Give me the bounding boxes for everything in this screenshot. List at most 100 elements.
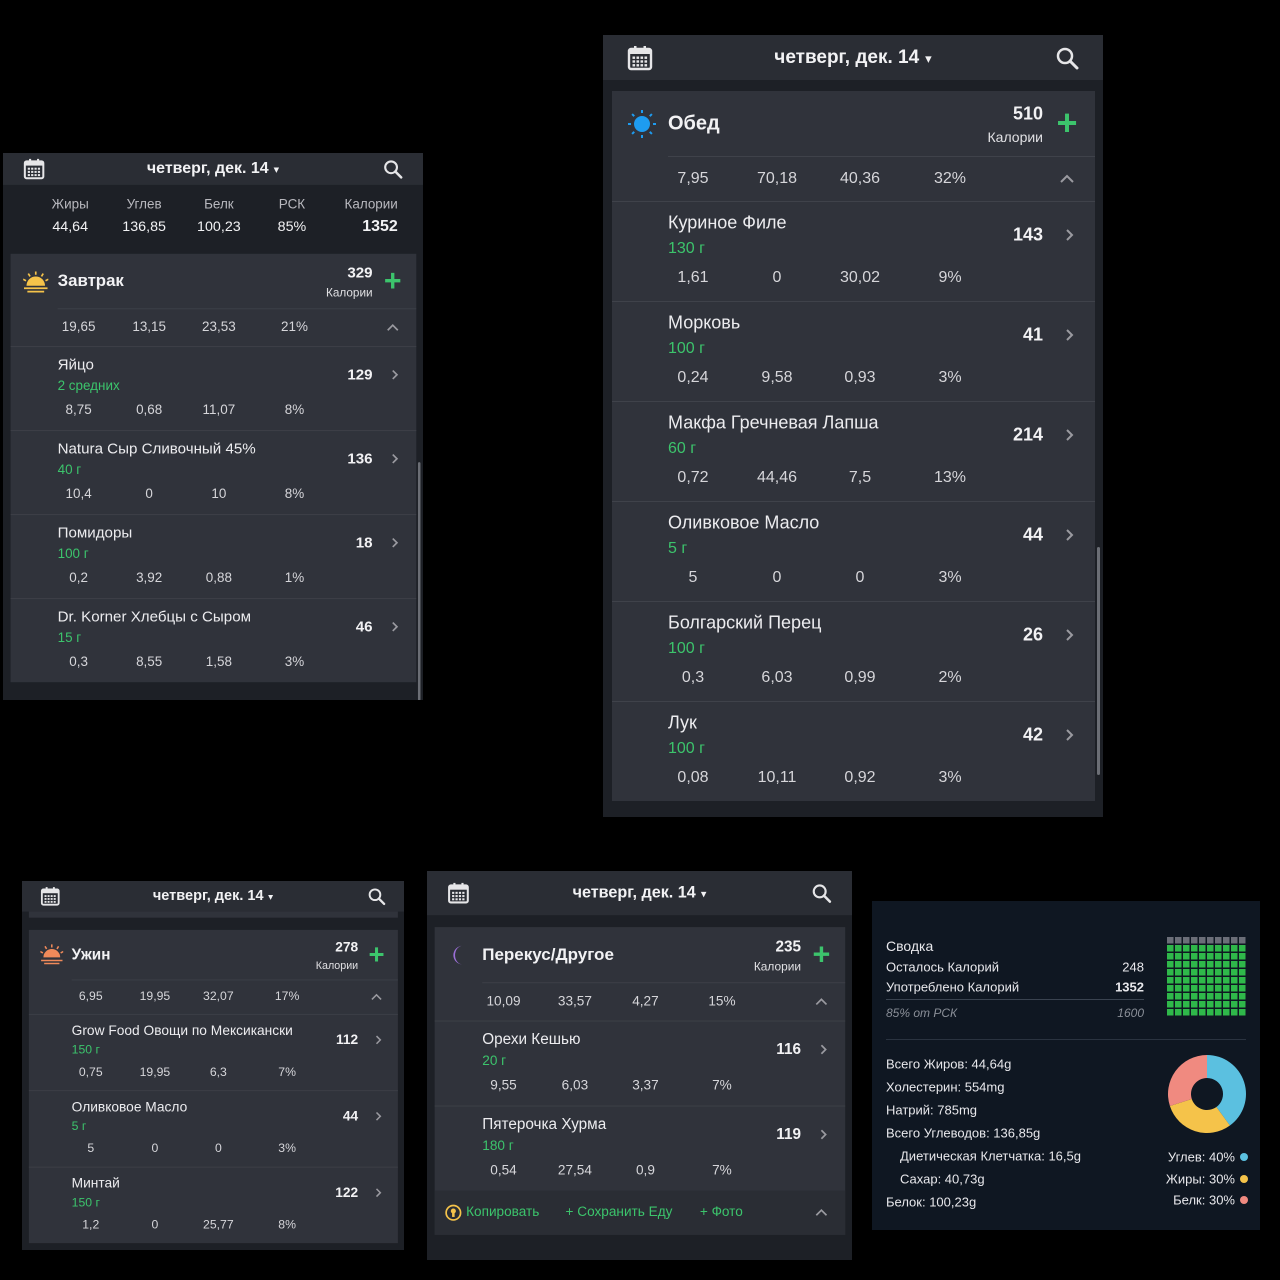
chevron-right (1066, 229, 1074, 241)
meal-macro: 19,95 (139, 990, 171, 1004)
chevron-right (392, 537, 399, 548)
meal-title: Ужин (71, 946, 111, 964)
food-macro: 3% (938, 369, 962, 386)
date-selector[interactable]: четверг, дек. 14 ▾ (573, 884, 707, 903)
food-row[interactable]: Макфа Гречневая Лапша 60 г 214 0,72 44,46 7,5… (612, 401, 1095, 501)
collapse-button[interactable] (815, 1208, 829, 1218)
food-name: Оливковое Масло (71, 1099, 188, 1115)
add-food-button[interactable]: + (383, 263, 402, 298)
collapse-button[interactable] (386, 323, 399, 333)
food-name: Помидоры (57, 523, 133, 541)
legend-label: Жиры: 30% (1165, 1171, 1235, 1187)
add-food-button[interactable]: + (812, 936, 831, 972)
food-row[interactable]: Оливковое Масло 5 г 44 5 0 0 3% (29, 1090, 398, 1166)
food-row[interactable]: Куриное Филе 130 г 143 1,61 0 30,02 9% (612, 201, 1095, 301)
food-macro: 30,02 (839, 269, 881, 286)
calendar-icon[interactable] (627, 45, 653, 71)
food-row[interactable]: Пятерочка Хурма 180 г 119 0,54 27,54 0,9 7% (435, 1106, 846, 1191)
food-row[interactable]: Минтай 150 г 122 1,2 0 25,77 8% (29, 1167, 398, 1243)
food-row[interactable]: Яйцо 2 средних 129 8,75 0,68 11,07 8% (11, 346, 417, 430)
food-row[interactable]: Natura Сыр Сливочный 45% 40 г 136 10,4 0 10 8% (11, 430, 417, 514)
meal-macro: 70,18 (756, 170, 798, 187)
food-macro: 0,99 (844, 669, 876, 686)
search-icon[interactable] (811, 883, 832, 903)
meal-macro: 40,36 (839, 170, 881, 187)
chevron-right (1066, 329, 1074, 341)
meal-title: Перекус/Другое (482, 945, 614, 965)
meal-calories: 510 (1012, 103, 1043, 124)
collapse-button[interactable] (370, 993, 382, 1002)
food-calories: 122 (335, 1184, 359, 1200)
food-name: Яйцо (57, 355, 94, 373)
food-macro: 2% (938, 669, 962, 686)
food-row[interactable]: Оливковое Масло 5 г 44 5 0 0 3% (612, 501, 1095, 601)
food-row[interactable]: Орехи Кешью 20 г 116 9,55 6,03 3,37 7% (435, 1021, 846, 1106)
scrollbar (1097, 547, 1100, 775)
food-name: Лук (668, 712, 697, 733)
footer-action[interactable]: + Сохранить Еду (565, 1205, 673, 1220)
date-label: четверг, дек. 14 (146, 159, 269, 178)
separator (71, 979, 398, 981)
calorie-grid (1167, 937, 1246, 1016)
chevron-right (1066, 729, 1074, 741)
meal-macro: 19,65 (61, 320, 96, 335)
totals-label: Жиры (51, 197, 89, 212)
search-icon[interactable] (1055, 46, 1079, 70)
food-macro: 0 (772, 269, 782, 286)
dropdown-arrow: ▾ (268, 890, 274, 903)
collapse-button[interactable] (815, 997, 829, 1007)
food-row[interactable]: Морковь 100 г 41 0,24 9,58 0,93 3% (612, 301, 1095, 401)
separator (612, 601, 1095, 602)
footer-action[interactable]: Копировать (466, 1205, 540, 1220)
separator (10, 430, 417, 432)
collapse-button[interactable] (1059, 173, 1075, 185)
food-calories: 116 (776, 1040, 801, 1058)
add-food-button[interactable]: + (1056, 102, 1078, 143)
app-panel: четверг, дек. 14 ▾ Перекус/Другое 235 Калори… (427, 871, 852, 1260)
add-food-button[interactable]: + (368, 938, 385, 970)
food-macro: 9,55 (490, 1078, 517, 1093)
food-amount: 5 г (668, 540, 688, 557)
search-icon[interactable] (367, 887, 386, 906)
food-macro: 6,03 (761, 669, 793, 686)
food-macro: 0 (151, 1142, 159, 1156)
food-row[interactable]: Grow Food Овощи по Мексикански 150 г 112 0,… (29, 1014, 398, 1090)
totals-value: 44,64 (52, 218, 89, 235)
search-icon[interactable] (383, 159, 403, 179)
meal-macro: 17% (274, 990, 300, 1004)
date-selector[interactable]: четверг, дек. 14 ▾ (147, 160, 279, 178)
food-row[interactable]: Dr. Korner Хлебцы с Сыром 15 г 46 0,3 8,55 1,… (11, 598, 417, 682)
meal-macro: 6,95 (78, 990, 103, 1004)
summary-row-label: Осталось Калорий (886, 959, 1000, 975)
meal-footer: Копировать + Сохранить Еду + Фото (434, 1190, 846, 1235)
date-selector[interactable]: четверг, дек. 14 ▾ (774, 47, 931, 69)
panel-content: четверг, дек. 14 ▾ Перекус/Другое 235 Калори… (427, 871, 852, 1260)
summary-title: Сводка (886, 938, 934, 954)
date-selector[interactable]: четверг, дек. 14 ▾ (153, 888, 273, 905)
food-row[interactable]: Помидоры 100 г 18 0,2 3,92 0,88 1% (11, 514, 417, 598)
food-calories: 129 (347, 365, 373, 383)
dropdown-arrow: ▾ (273, 163, 280, 176)
food-amount: 5 г (71, 1120, 87, 1134)
food-calories: 26 (1022, 624, 1043, 645)
food-macro: 1,58 (205, 655, 232, 670)
separator (10, 598, 417, 600)
food-calories: 41 (1022, 324, 1043, 345)
header-bar: четверг, дек. 14 ▾ (603, 35, 1103, 80)
copy-icon[interactable] (445, 1204, 462, 1221)
food-row[interactable]: Лук 100 г 42 0,08 10,11 0,92 3% (612, 701, 1095, 801)
calendar-icon[interactable] (447, 882, 469, 904)
app-panel: четверг, дек. 14 ▾ Жиры 44,64 Углев 136,85 Бел… (3, 153, 423, 700)
calories-label: Калории (325, 285, 373, 300)
panel-content: четверг, дек. 14 ▾ Ужин 278 Калории +6,95 19,9… (22, 881, 404, 1250)
meal-macro: 32,07 (203, 990, 234, 1004)
totals-value: 100,23 (197, 218, 241, 235)
food-row[interactable]: Болгарский Перец 100 г 26 0,3 6,03 0,99 2% (612, 601, 1095, 701)
calendar-icon[interactable] (40, 886, 60, 906)
footer-action[interactable]: + Фото (699, 1205, 743, 1220)
totals-value: 136,85 (122, 218, 166, 235)
panel-content: четверг, дек. 14 ▾ Обед 510 Калории +7,95 70,1… (603, 35, 1103, 817)
food-amount: 100 г (668, 340, 705, 357)
chevron-right (375, 1188, 382, 1198)
calendar-icon[interactable] (23, 158, 45, 180)
